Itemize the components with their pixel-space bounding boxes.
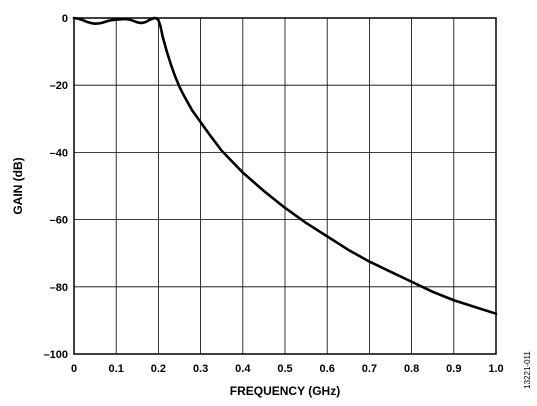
x-tick-label: 0.7 [362, 363, 377, 375]
x-tick-label: 0.5 [277, 363, 292, 375]
x-tick-label: 1.0 [488, 363, 503, 375]
x-tick-label: 0.2 [151, 363, 166, 375]
x-tick-label: 0 [71, 363, 77, 375]
x-tick-label: 0.3 [193, 363, 208, 375]
x-tick-label: 0.8 [404, 363, 419, 375]
x-tick-label: 0.9 [446, 363, 461, 375]
y-axis-label: GAIN (dB) [11, 157, 25, 214]
y-tick-label: –40 [50, 147, 68, 159]
tick-labels: 0 0.1 0.2 0.3 0.4 0.5 0.6 0.7 0.8 0.9 1.0 0 –20 –40 –6… [44, 13, 504, 375]
gain-curve [72, 16, 498, 315]
y-tick-label: –100 [44, 349, 68, 361]
y-tick-label: 0 [62, 13, 68, 25]
y-tick-label: –80 [50, 282, 68, 294]
y-tick-label: –20 [50, 80, 68, 92]
y-tick-label: –60 [50, 215, 68, 227]
x-axis-label: FREQUENCY (GHz) [230, 384, 340, 398]
x-tick-label: 0.4 [235, 363, 251, 375]
grid-lines [74, 18, 496, 354]
x-tick-label: 0.6 [320, 363, 335, 375]
x-tick-label: 0.1 [109, 363, 124, 375]
figure-id: 13221-011 [523, 351, 532, 389]
plot-frame [73, 17, 497, 355]
